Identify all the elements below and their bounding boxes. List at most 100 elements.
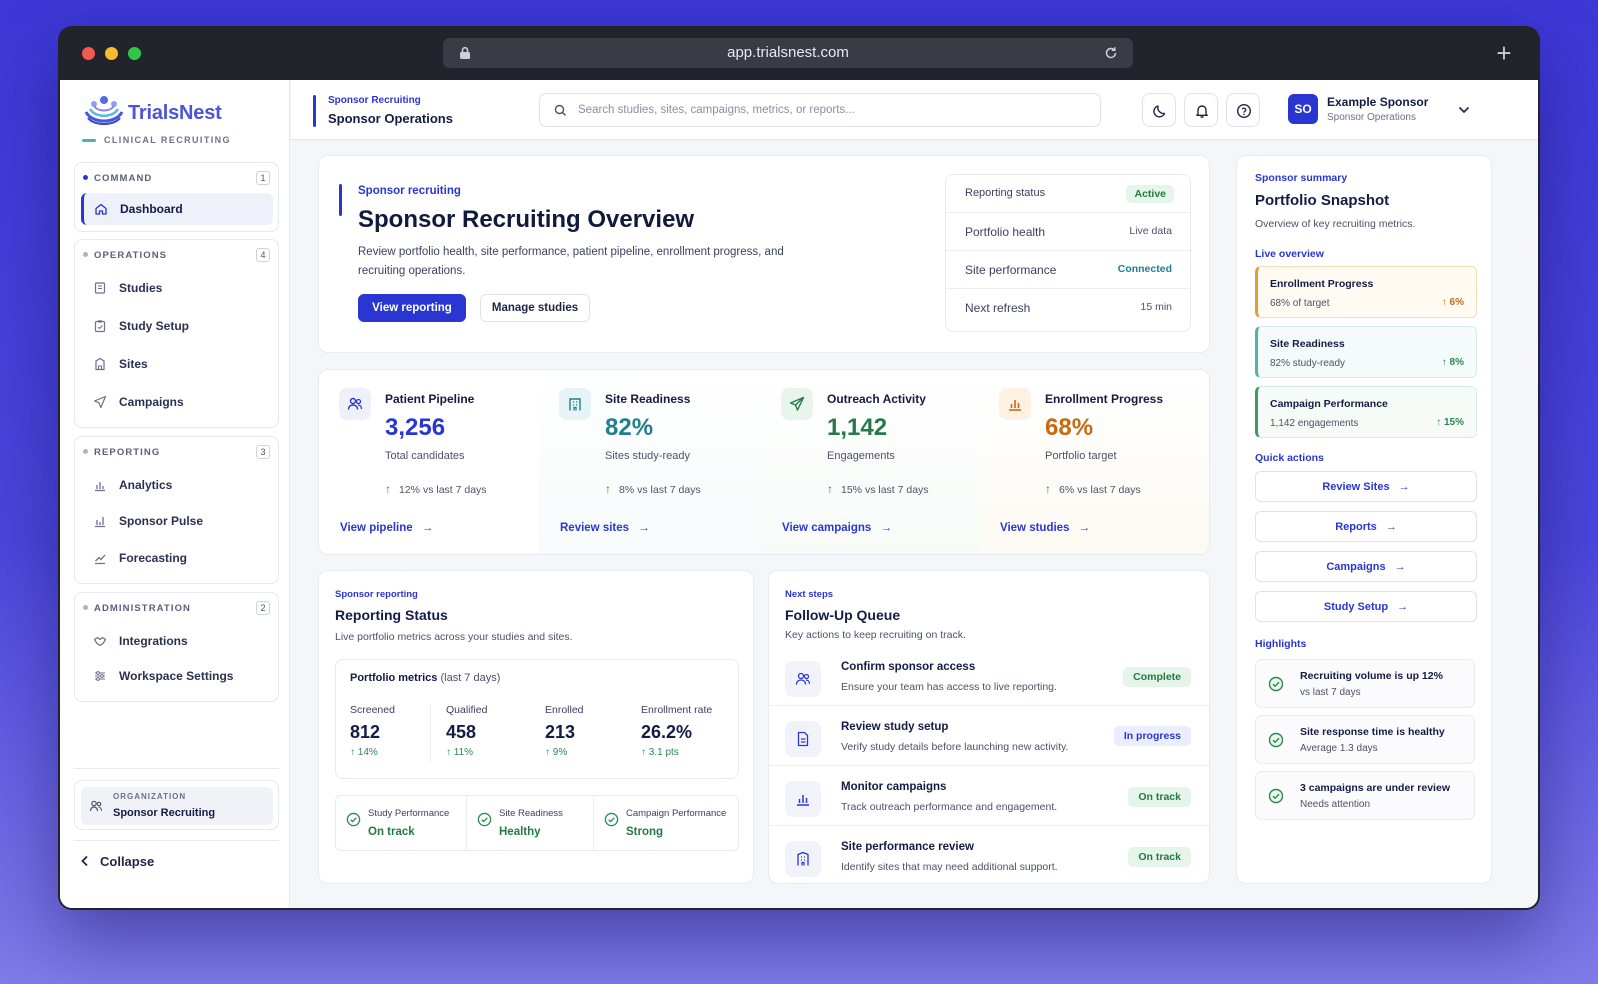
sidebar-item-sites[interactable]: Sites bbox=[81, 348, 273, 380]
sidebar-item-study-setup[interactable]: Study Setup bbox=[81, 310, 273, 342]
hero-title: Sponsor Recruiting Overview bbox=[358, 206, 695, 233]
chevron-left-icon bbox=[81, 855, 88, 867]
status-badge: On track bbox=[1128, 847, 1191, 867]
status-badge: On track bbox=[1128, 787, 1191, 807]
brand-name: TrialsNest bbox=[128, 102, 222, 124]
avatar[interactable]: SO bbox=[1288, 94, 1318, 124]
snapshot-campaign-performance[interactable]: Campaign Performance 1,142 engagements ↑… bbox=[1255, 386, 1477, 438]
snapshot-site-readiness[interactable]: Site Readiness 82% study-ready ↑ 8% bbox=[1255, 326, 1477, 378]
divider bbox=[74, 768, 279, 769]
nav-group-reporting: REPORTING 3 Analytics Sponsor Pulse Fore… bbox=[74, 436, 279, 584]
send-icon bbox=[781, 388, 813, 420]
reports-button[interactable]: Reports → bbox=[1255, 511, 1477, 542]
nav-group-operations: OPERATIONS 4 Studies Study Setup Sites C… bbox=[74, 239, 279, 428]
sidebar-item-campaigns[interactable]: Campaigns bbox=[81, 386, 273, 418]
clipboard-icon bbox=[94, 320, 106, 333]
quick-actions-label: Quick actions bbox=[1255, 452, 1324, 464]
dark-mode-button[interactable] bbox=[1142, 93, 1176, 127]
status-row-reporting: Reporting status Active bbox=[946, 175, 1190, 213]
brand-logo[interactable]: TrialsNest CLINICAL RECRUITING bbox=[82, 92, 272, 150]
highlight-item: Site response time is healthy Average 1.… bbox=[1255, 715, 1475, 764]
new-tab-button[interactable]: + bbox=[1496, 38, 1512, 68]
campaigns-button[interactable]: Campaigns → bbox=[1255, 551, 1477, 582]
list-item[interactable]: Confirm sponsor access Ensure your team … bbox=[769, 647, 1209, 706]
nav-group-count: 4 bbox=[256, 248, 270, 262]
reload-icon[interactable] bbox=[1101, 38, 1121, 68]
arrow-right-icon: → bbox=[638, 522, 650, 534]
breadcrumb[interactable]: Sponsor Recruiting bbox=[328, 95, 421, 106]
bell-icon bbox=[1196, 105, 1208, 118]
sidebar-item-forecasting[interactable]: Forecasting bbox=[81, 542, 273, 574]
list-item[interactable]: Monitor campaigns Track outreach perform… bbox=[769, 767, 1209, 826]
nav-group-count: 1 bbox=[256, 171, 270, 185]
nav-group-administration: ADMINISTRATION 2 Integrations Workspace … bbox=[74, 592, 279, 702]
sidebar-item-analytics[interactable]: Analytics bbox=[81, 469, 273, 501]
user-name[interactable]: Example Sponsor bbox=[1327, 95, 1429, 109]
chevron-down-icon[interactable] bbox=[1458, 106, 1470, 114]
hero-accent bbox=[339, 184, 342, 216]
review-sites-button[interactable]: Review Sites → bbox=[1255, 471, 1477, 502]
followup-description: Key actions to keep recruiting on track. bbox=[785, 629, 966, 641]
top-bar: Sponsor Recruiting Sponsor Operations Se… bbox=[291, 80, 1538, 140]
bar-chart-icon bbox=[999, 388, 1031, 420]
sidebar-item-studies[interactable]: Studies bbox=[81, 272, 273, 304]
sidebar-item-dashboard[interactable]: Dashboard bbox=[81, 193, 273, 225]
followup-kicker: Next steps bbox=[785, 589, 834, 600]
sidebar-item-workspace-settings[interactable]: Workspace Settings bbox=[81, 660, 273, 692]
nav-group-command: COMMAND 1 Dashboard bbox=[74, 162, 279, 232]
arrow-up-icon: ↑ bbox=[1436, 417, 1444, 428]
help-button[interactable] bbox=[1226, 93, 1260, 127]
check-circle-icon bbox=[477, 812, 492, 827]
users-icon bbox=[89, 800, 103, 812]
brand-accent bbox=[82, 139, 96, 142]
nest-logo-icon bbox=[84, 96, 124, 125]
metric-enrollment-progress: Enrollment Progress 68% Portfolio target… bbox=[979, 370, 1209, 554]
document-icon bbox=[785, 721, 821, 757]
live-overview-label: Live overview bbox=[1255, 248, 1324, 260]
stat-enrollment-rate: Enrollment rate 26.2% ↑ 3.1 pts bbox=[641, 704, 713, 758]
hero-description: Review portfolio health, site performanc… bbox=[358, 246, 784, 277]
review-sites-link[interactable]: Review sites → bbox=[560, 522, 650, 534]
list-item[interactable]: Review study setup Verify study details … bbox=[769, 707, 1209, 766]
followup-title: Follow-Up Queue bbox=[785, 607, 901, 623]
view-studies-link[interactable]: View studies → bbox=[1000, 522, 1091, 534]
reporting-description: Live portfolio metrics across your studi… bbox=[335, 631, 573, 643]
summary-description: Overview of key recruiting metrics. bbox=[1255, 218, 1416, 230]
minimize-window-button[interactable] bbox=[105, 47, 118, 60]
status-badge: Complete bbox=[1123, 667, 1191, 687]
view-campaigns-link[interactable]: View campaigns → bbox=[782, 522, 892, 534]
send-icon bbox=[93, 395, 107, 409]
organization-switcher[interactable]: ORGANIZATION Sponsor Recruiting bbox=[74, 780, 279, 830]
check-circle-icon bbox=[1268, 676, 1284, 692]
view-pipeline-link[interactable]: View pipeline → bbox=[340, 522, 434, 534]
maximize-window-button[interactable] bbox=[128, 47, 141, 60]
url-text: app.trialsnest.com bbox=[727, 44, 849, 61]
handshake-icon bbox=[93, 636, 107, 647]
stat-enrolled: Enrolled 213 ↑ 9% bbox=[545, 704, 584, 758]
list-item[interactable]: Site performance review Identify sites t… bbox=[769, 827, 1209, 883]
nav-group-title: COMMAND bbox=[94, 173, 153, 184]
help-icon bbox=[1236, 103, 1252, 119]
status-row-portfolio-health: Portfolio health Live data bbox=[946, 213, 1190, 251]
sidebar-item-integrations[interactable]: Integrations bbox=[81, 625, 273, 657]
study-setup-button[interactable]: Study Setup → bbox=[1255, 591, 1477, 622]
reporting-kicker: Sponsor reporting bbox=[335, 589, 418, 600]
view-reporting-button[interactable]: View reporting bbox=[358, 294, 466, 322]
notifications-button[interactable] bbox=[1184, 93, 1218, 127]
moon-icon bbox=[1153, 105, 1166, 118]
metric-value: 82% bbox=[605, 414, 654, 441]
snapshot-enrollment-progress[interactable]: Enrollment Progress 68% of target ↑ 6% bbox=[1255, 266, 1477, 318]
close-window-button[interactable] bbox=[82, 47, 95, 60]
search-placeholder: Search studies, sites, campaigns, metric… bbox=[578, 104, 855, 116]
collapse-sidebar-button[interactable]: Collapse bbox=[80, 854, 154, 869]
reporting-status-card: Sponsor reporting Reporting Status Live … bbox=[318, 570, 754, 884]
sidebar-item-label: Dashboard bbox=[120, 202, 183, 216]
hero-kicker: Sponsor recruiting bbox=[358, 185, 461, 197]
arrow-up-icon: ↑ bbox=[641, 747, 649, 758]
sidebar-item-sponsor-pulse[interactable]: Sponsor Pulse bbox=[81, 505, 273, 537]
search-input[interactable]: Search studies, sites, campaigns, metric… bbox=[539, 93, 1101, 127]
manage-studies-button[interactable]: Manage studies bbox=[480, 294, 590, 322]
status-row-next-refresh: Next refresh 15 min bbox=[965, 301, 1172, 315]
app-root: TrialsNest CLINICAL RECRUITING COMMAND 1… bbox=[60, 80, 1538, 908]
address-bar[interactable]: app.trialsnest.com bbox=[443, 38, 1133, 68]
